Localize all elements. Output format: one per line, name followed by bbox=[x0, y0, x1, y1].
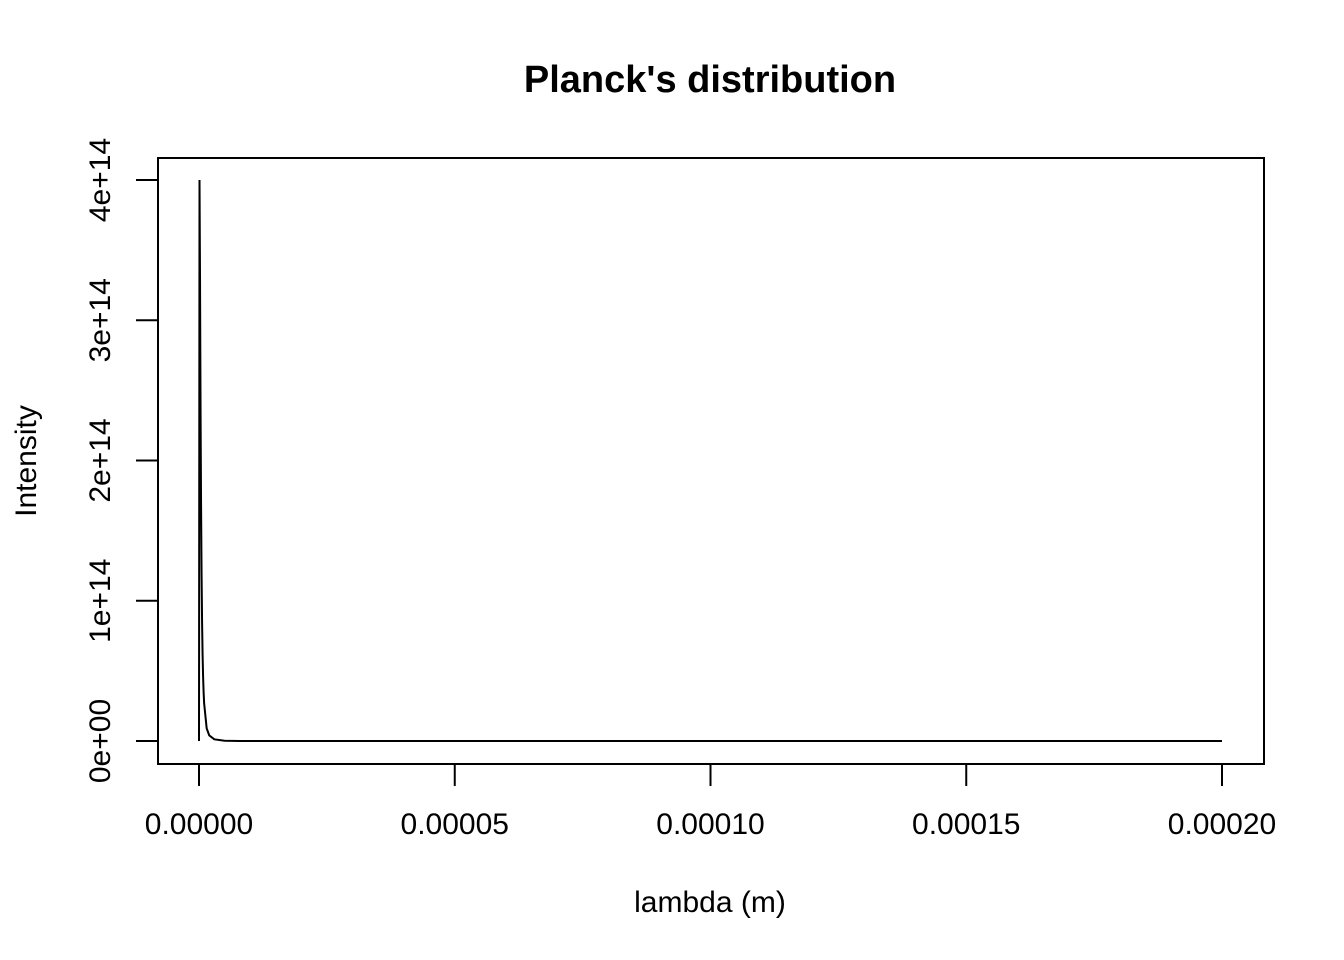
x-axis-label: lambda (m) bbox=[634, 886, 786, 919]
x-tick-label: 0.00005 bbox=[401, 808, 509, 841]
x-tick-label: 0.00020 bbox=[1168, 808, 1276, 841]
x-tick-label: 0.00010 bbox=[656, 808, 764, 841]
x-axis: 0.00000 0.00005 0.00010 0.00015 0.00020 bbox=[145, 763, 1276, 841]
y-axis: 0e+00 1e+14 2e+14 3e+14 4e+14 bbox=[84, 138, 159, 783]
series-line bbox=[198, 179, 1222, 742]
x-tick-label: 0.00015 bbox=[912, 808, 1020, 841]
y-axis-label: Intensity bbox=[10, 405, 43, 517]
plot-frame bbox=[157, 157, 1265, 765]
y-tick-label: 0e+00 bbox=[84, 699, 117, 783]
y-tick-label: 2e+14 bbox=[84, 418, 117, 502]
y-tick-label: 1e+14 bbox=[84, 559, 117, 643]
y-tick-label: 4e+14 bbox=[84, 138, 117, 222]
x-tick-label: 0.00000 bbox=[145, 808, 253, 841]
y-tick-label: 3e+14 bbox=[84, 278, 117, 362]
series-layer bbox=[198, 179, 1222, 742]
chart-title: Planck's distribution bbox=[524, 59, 896, 101]
